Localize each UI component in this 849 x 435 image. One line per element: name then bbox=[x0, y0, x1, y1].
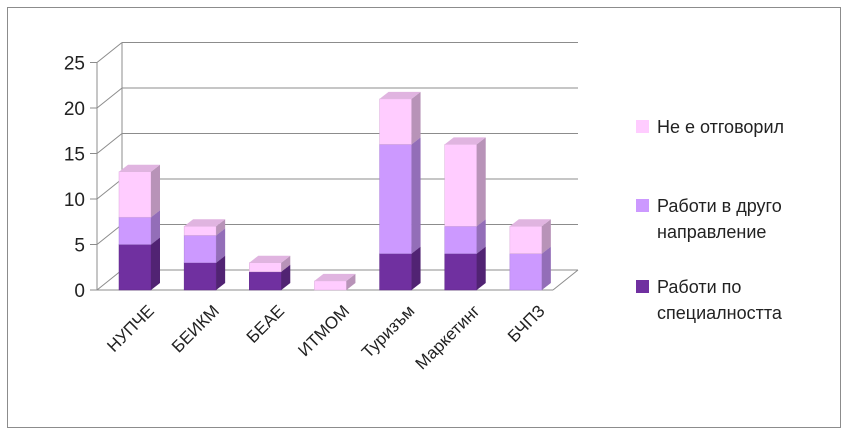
bar-side bbox=[411, 137, 421, 254]
bar-side bbox=[281, 255, 291, 272]
x-tick-label: Туризъм bbox=[358, 301, 418, 361]
bar-side bbox=[476, 219, 486, 254]
legend-label: Работи в друго bbox=[657, 196, 782, 216]
legend-swatch bbox=[636, 199, 649, 212]
floor-right-edge bbox=[552, 269, 579, 291]
bar-side bbox=[411, 91, 421, 145]
bar-front bbox=[379, 144, 412, 254]
legend-label: направление bbox=[657, 222, 766, 242]
legend-swatch bbox=[636, 280, 649, 293]
bar-front bbox=[509, 253, 543, 291]
gridline-diagonal bbox=[96, 133, 123, 154]
bar-segment bbox=[314, 273, 356, 291]
bar-segment bbox=[444, 219, 486, 254]
y-tick-label: 10 bbox=[64, 190, 85, 211]
x-tick-label: Маркетинг bbox=[412, 301, 484, 373]
bar-top bbox=[249, 255, 291, 263]
bar-front bbox=[379, 253, 412, 291]
bar-front bbox=[249, 271, 282, 291]
x-tick-label: БЕИКМ bbox=[168, 301, 223, 356]
bar-front bbox=[444, 226, 477, 254]
y-tick-label: 25 bbox=[64, 54, 85, 75]
legend: Не е отговорил Работи в друго направление Р… bbox=[636, 117, 784, 323]
y-tick-label: 5 bbox=[74, 236, 85, 257]
bar-front bbox=[183, 226, 217, 236]
legend-label: Работи по bbox=[657, 277, 741, 297]
bar-segment bbox=[379, 91, 421, 145]
bar-top bbox=[314, 273, 356, 281]
gridline-diagonal bbox=[96, 269, 123, 291]
bar-side bbox=[216, 219, 226, 236]
bar-side bbox=[541, 246, 551, 290]
x-tick-label: БЧПЗ bbox=[504, 301, 549, 346]
bar-front bbox=[249, 262, 282, 273]
bar-segment bbox=[379, 137, 421, 254]
bar-segment bbox=[118, 210, 160, 245]
bar-front bbox=[118, 244, 152, 291]
gridline-diagonal bbox=[96, 224, 123, 245]
bar-side bbox=[216, 255, 226, 290]
bar-segment bbox=[509, 219, 551, 254]
bar-segment bbox=[249, 255, 291, 273]
bar-side bbox=[541, 219, 551, 254]
x-tick-label: НУПЧЕ bbox=[103, 301, 157, 355]
gridlines bbox=[90, 42, 578, 291]
bar-top bbox=[119, 164, 160, 172]
bar-side bbox=[216, 228, 226, 263]
bar-front bbox=[118, 216, 152, 245]
bar-segment bbox=[444, 137, 486, 227]
bar-side bbox=[151, 210, 160, 245]
bar-side bbox=[151, 237, 160, 290]
gridline-diagonal bbox=[96, 42, 123, 63]
legend-swatch bbox=[636, 120, 649, 133]
bar-front bbox=[314, 280, 347, 291]
bar-front bbox=[183, 262, 217, 291]
chart-walls bbox=[96, 42, 579, 291]
y-tick-label: 20 bbox=[64, 99, 85, 120]
bar-side bbox=[476, 246, 486, 290]
y-axis-ticks: 0 5 10 15 20 25 bbox=[64, 54, 85, 303]
legend-label: специалността bbox=[657, 303, 783, 323]
bar-side bbox=[346, 273, 356, 290]
bar-front bbox=[444, 253, 477, 291]
legend-label: Не е отговорил bbox=[657, 117, 784, 137]
bar-front bbox=[379, 98, 412, 145]
bar-front bbox=[444, 144, 477, 227]
bar-top bbox=[379, 91, 421, 99]
bar-segment bbox=[118, 164, 160, 218]
bar-segment bbox=[183, 219, 226, 236]
gridline-diagonal bbox=[96, 87, 123, 109]
x-tick-label: БЕАЕ bbox=[243, 301, 288, 346]
bar-side bbox=[281, 264, 291, 290]
bar-front bbox=[183, 235, 217, 263]
bar-top bbox=[444, 137, 486, 145]
bars bbox=[118, 91, 551, 291]
x-tick-label: ИТМОМ bbox=[294, 301, 353, 360]
bar-side bbox=[476, 137, 486, 227]
y-tick-label: 15 bbox=[64, 145, 85, 166]
bar-front bbox=[509, 226, 543, 254]
bar-side bbox=[411, 246, 421, 290]
bar-top bbox=[509, 219, 551, 227]
bar-segment bbox=[118, 237, 160, 291]
gridline-diagonal bbox=[96, 178, 123, 200]
bar-front bbox=[118, 171, 152, 218]
bar-top bbox=[184, 219, 226, 227]
y-tick-label: 0 bbox=[74, 281, 85, 302]
bar-side bbox=[151, 164, 160, 218]
